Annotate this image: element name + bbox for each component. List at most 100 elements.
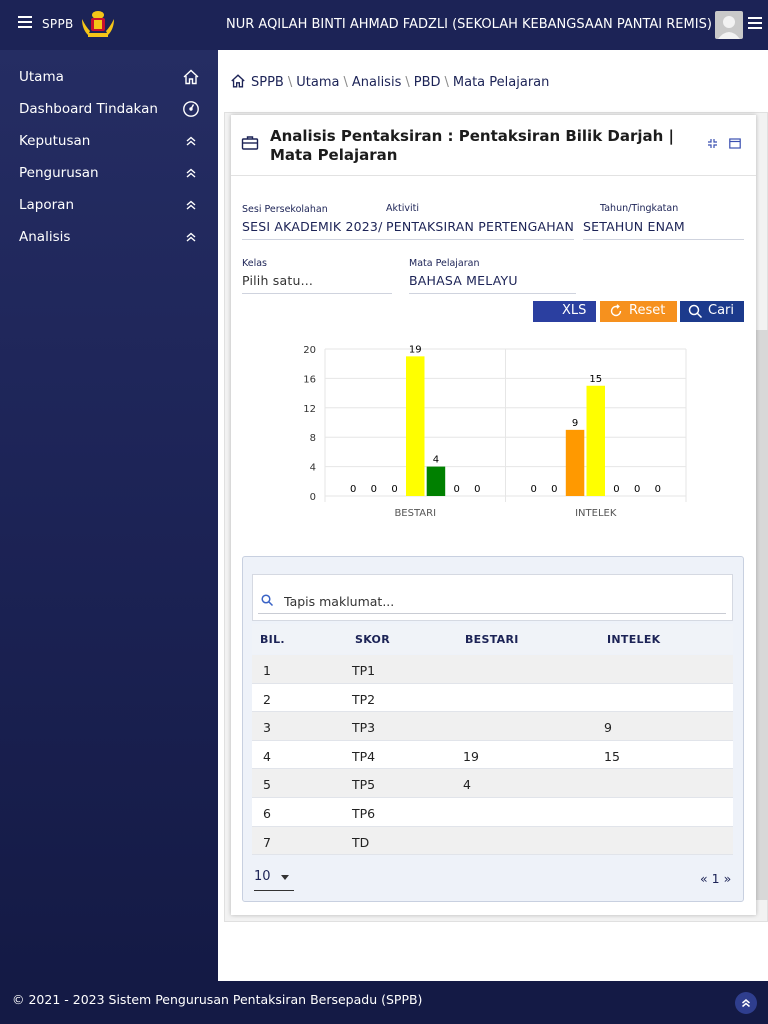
table-cell-skor: TD bbox=[352, 834, 370, 850]
breadcrumb-mata-pelajaran: Mata Pelajaran bbox=[452, 75, 550, 90]
kelas-select[interactable]: Pilih satu... bbox=[242, 273, 314, 288]
table-row[interactable] bbox=[252, 683, 733, 713]
home-icon bbox=[183, 69, 199, 85]
x-tick-label: INTELEK bbox=[575, 508, 617, 519]
home-icon[interactable] bbox=[230, 73, 246, 89]
table-cell-bil: 4 bbox=[263, 748, 271, 764]
table-row[interactable] bbox=[252, 712, 733, 741]
table-header bbox=[252, 624, 733, 654]
bar-data-label: 4 bbox=[433, 455, 439, 466]
sidebar-item-pengurusan[interactable]: Pengurusan bbox=[0, 159, 218, 189]
search-button-label: Cari bbox=[708, 303, 734, 318]
search-button[interactable]: Cari bbox=[680, 301, 744, 322]
sidebar-item-analisis[interactable]: Analisis bbox=[0, 223, 218, 253]
aktiviti-select[interactable]: PENTAKSIRAN PERTENGAHAN bbox=[386, 219, 575, 234]
bar-data-label: 0 bbox=[613, 484, 619, 495]
mata-pelajaran-select[interactable]: BAHASA MELAYU bbox=[409, 273, 518, 288]
column-header-skor[interactable]: SKOR bbox=[355, 633, 390, 646]
table-cell-intelek: 15 bbox=[604, 748, 620, 764]
sidebar-item-label: Laporan bbox=[19, 197, 75, 213]
table-cell-bil: 2 bbox=[263, 691, 271, 707]
bar-data-label: 15 bbox=[589, 374, 602, 385]
top-bar: SPPB NUR AQILAH BINTI AHMAD FADZLI (SEKO… bbox=[0, 0, 768, 50]
portlet-tools bbox=[707, 138, 749, 152]
bar-data-label: 0 bbox=[474, 484, 480, 495]
chart-bar bbox=[565, 429, 585, 496]
reset-button[interactable]: Reset bbox=[600, 301, 677, 322]
table-cell-bestari: 4 bbox=[463, 777, 471, 793]
filter-input[interactable] bbox=[284, 591, 724, 611]
avatar[interactable] bbox=[715, 11, 743, 39]
column-header-intelek[interactable]: INTELEK bbox=[607, 633, 661, 646]
table-cell-bil: 7 bbox=[263, 834, 271, 850]
xls-button-label: XLS bbox=[562, 303, 587, 318]
bar-data-label: 0 bbox=[371, 484, 377, 495]
breadcrumb-utama[interactable]: Utama bbox=[296, 75, 340, 90]
breadcrumb-pbd[interactable]: PBD bbox=[413, 75, 441, 90]
table-row[interactable] bbox=[252, 826, 733, 856]
breadcrumb-separator: \ bbox=[444, 75, 449, 90]
y-tick-label: 12 bbox=[303, 404, 316, 415]
bar-data-label: 9 bbox=[572, 418, 578, 429]
mata-pelajaran-label: Mata Pelajaran bbox=[409, 258, 480, 269]
table-cell-skor: TP2 bbox=[352, 691, 376, 707]
filter-underline bbox=[258, 613, 726, 614]
prev-page-button[interactable]: « bbox=[700, 871, 708, 886]
search-icon bbox=[688, 304, 703, 319]
breadcrumb-separator: \ bbox=[287, 75, 293, 90]
table-row[interactable] bbox=[252, 769, 733, 798]
sidebar-item-dashboard-tindakan[interactable]: Dashboard Tindakan bbox=[0, 95, 218, 125]
chart-bar bbox=[406, 356, 425, 496]
chart-bar bbox=[586, 385, 605, 496]
bar-chart: 0 4 8 12 16 20 0 0 0 19 4 0 0 BESTARI 0 0 9 15 0 0 0 INTELEK bbox=[303, 344, 687, 519]
y-tick-label: 0 bbox=[310, 492, 316, 503]
table-cell-skor: TP6 bbox=[352, 806, 376, 821]
y-tick-label: 16 bbox=[303, 374, 316, 385]
kelas-underline bbox=[242, 293, 392, 294]
sidebar-item-laporan[interactable]: Laporan bbox=[0, 191, 218, 221]
bar-data-label: 0 bbox=[551, 484, 557, 495]
hamburger-menu-icon[interactable] bbox=[18, 16, 32, 28]
tahun-select[interactable]: SETAHUN ENAM bbox=[583, 219, 685, 234]
tahun-label: Tahun/Tingkatan bbox=[600, 203, 679, 214]
table-row[interactable] bbox=[252, 798, 733, 827]
column-header-bestari[interactable]: BESTARI bbox=[465, 633, 519, 646]
breadcrumb-sppb[interactable]: SPPB bbox=[251, 75, 284, 90]
caret-down-icon bbox=[281, 875, 289, 880]
more-menu-icon[interactable] bbox=[748, 17, 762, 32]
table-row[interactable] bbox=[252, 740, 733, 770]
column-header-bil[interactable]: BIL. bbox=[260, 633, 285, 646]
table-cell-skor: TP4 bbox=[352, 748, 376, 764]
bar-data-label: 0 bbox=[530, 484, 536, 495]
tahun-underline bbox=[583, 239, 744, 240]
sidebar-item-keputusan[interactable]: Keputusan bbox=[0, 127, 218, 157]
sidebar-item-label: Pengurusan bbox=[19, 165, 99, 181]
sesi-underline bbox=[242, 239, 574, 240]
sidebar-item-label: Keputusan bbox=[19, 133, 91, 149]
table-row[interactable] bbox=[252, 655, 733, 684]
bar-data-label: 19 bbox=[409, 344, 422, 355]
scroll-to-top-button[interactable] bbox=[735, 992, 757, 1014]
search-icon bbox=[261, 594, 274, 607]
chevron-double-up-icon bbox=[186, 232, 196, 242]
chevron-double-up-icon bbox=[186, 136, 196, 146]
chart-bar bbox=[426, 466, 446, 496]
next-page-button[interactable]: » bbox=[723, 871, 732, 886]
bar-data-label: 0 bbox=[634, 484, 640, 495]
breadcrumb-separator: \ bbox=[343, 75, 348, 90]
brand-name[interactable]: SPPB bbox=[42, 17, 74, 31]
chevron-double-up-icon bbox=[742, 999, 750, 1008]
breadcrumb: SPPB \ Utama \ Analisis \ PBD \ Mata Pelajaran bbox=[230, 73, 549, 90]
sidebar-item-utama[interactable]: Utama bbox=[0, 63, 218, 93]
collapse-icon[interactable] bbox=[707, 139, 721, 152]
breadcrumb-analisis[interactable]: Analisis bbox=[351, 75, 402, 90]
page-number[interactable]: 1 bbox=[711, 871, 720, 886]
y-tick-label: 8 bbox=[310, 433, 316, 444]
xls-button[interactable]: XLS bbox=[533, 301, 596, 322]
table-cell-bil: 6 bbox=[263, 806, 271, 821]
sesi-select[interactable]: SESI AKADEMIK 2023/ bbox=[242, 219, 383, 234]
chevron-double-up-icon bbox=[186, 168, 196, 178]
bar-data-label: 0 bbox=[350, 484, 356, 495]
window-icon[interactable] bbox=[729, 138, 741, 152]
page-size-select[interactable]: 10 bbox=[254, 869, 294, 891]
